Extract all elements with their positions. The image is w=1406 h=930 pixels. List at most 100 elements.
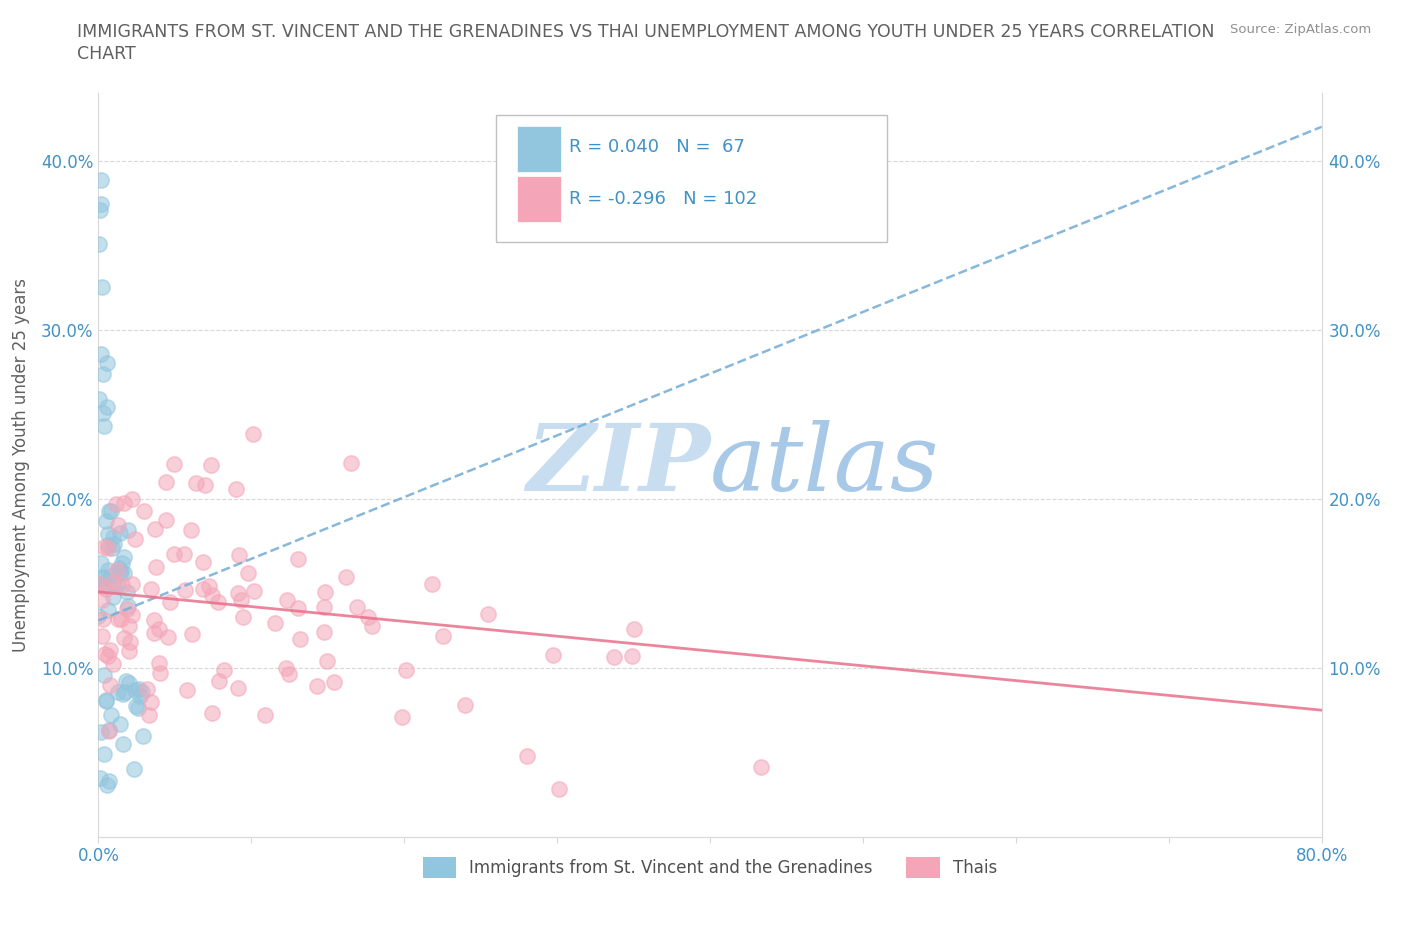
Point <box>97 562 120 577</box>
Point <box>148 621 170 636</box>
Point <box>127 701 149 716</box>
Text: R = -0.296   N = 102: R = -0.296 N = 102 <box>569 191 758 208</box>
Point <box>115 674 138 689</box>
Point <box>118 635 141 650</box>
Point <box>118 644 141 658</box>
Point <box>132 728 155 743</box>
Point <box>143 612 166 627</box>
Point <box>176 683 198 698</box>
Point <box>180 523 202 538</box>
Point <box>111 556 134 571</box>
Point <box>108 525 131 540</box>
Point <box>287 601 309 616</box>
Point <box>98 643 121 658</box>
Point <box>93 746 115 761</box>
Point <box>201 705 224 720</box>
Point <box>200 458 222 472</box>
Point <box>97 723 120 737</box>
Point <box>104 497 127 512</box>
Point <box>90 347 112 362</box>
Point <box>111 737 134 751</box>
Point <box>97 526 120 541</box>
Point <box>93 405 115 420</box>
Point <box>194 477 217 492</box>
Point <box>360 618 382 633</box>
Point <box>93 418 115 433</box>
Point <box>134 503 156 518</box>
Point <box>128 682 150 697</box>
Point <box>112 631 135 645</box>
Text: ZIP: ZIP <box>526 420 710 510</box>
Point <box>749 760 772 775</box>
Point <box>100 504 122 519</box>
Point <box>87 392 110 406</box>
Point <box>346 600 368 615</box>
Point <box>307 679 329 694</box>
Point <box>124 532 146 547</box>
Point <box>121 607 143 622</box>
Point <box>173 547 195 562</box>
Point <box>97 648 120 663</box>
Point <box>312 600 335 615</box>
Point <box>96 399 118 414</box>
Text: Source: ZipAtlas.com: Source: ZipAtlas.com <box>1230 23 1371 36</box>
Point <box>117 584 139 599</box>
Point <box>174 583 197 598</box>
Point <box>129 689 152 704</box>
Point <box>163 547 186 562</box>
Point <box>214 663 236 678</box>
FancyBboxPatch shape <box>517 177 561 221</box>
Point <box>103 575 125 590</box>
Point <box>105 563 128 578</box>
Point <box>125 699 148 714</box>
Point <box>621 649 644 664</box>
Point <box>117 599 139 614</box>
Point <box>89 203 111 218</box>
Point <box>91 611 114 626</box>
Point <box>105 578 128 592</box>
Point <box>547 781 569 796</box>
Point <box>90 196 112 211</box>
Point <box>98 774 121 789</box>
Point <box>395 663 418 678</box>
Point <box>163 457 186 472</box>
Point <box>89 576 111 591</box>
Point <box>142 626 165 641</box>
Point <box>118 618 141 633</box>
Point <box>118 675 141 690</box>
Point <box>276 592 298 607</box>
Point <box>138 708 160 723</box>
Point <box>107 612 129 627</box>
Point <box>90 629 112 644</box>
Point <box>314 584 336 599</box>
Point <box>115 601 138 616</box>
Point <box>124 762 146 777</box>
Point <box>155 512 177 527</box>
Point <box>87 608 110 623</box>
Point <box>263 616 285 631</box>
Point <box>516 748 538 763</box>
Point <box>145 521 167 536</box>
Point <box>335 569 357 584</box>
Point <box>603 649 626 664</box>
Point <box>97 603 120 618</box>
Point <box>432 629 454 644</box>
Point <box>103 537 125 551</box>
Point <box>111 578 134 592</box>
Point <box>112 686 135 701</box>
FancyBboxPatch shape <box>517 126 561 172</box>
Point <box>101 577 124 591</box>
Point <box>112 550 135 565</box>
Point <box>231 592 253 607</box>
Point <box>93 668 115 683</box>
Point <box>184 476 207 491</box>
Point <box>89 577 111 591</box>
Point <box>200 588 222 603</box>
Point <box>242 427 264 442</box>
Point <box>110 611 132 626</box>
Point <box>226 585 249 600</box>
Point <box>97 724 120 738</box>
Point <box>135 682 157 697</box>
Text: R = 0.040   N =  67: R = 0.040 N = 67 <box>569 139 745 156</box>
Point <box>100 569 122 584</box>
